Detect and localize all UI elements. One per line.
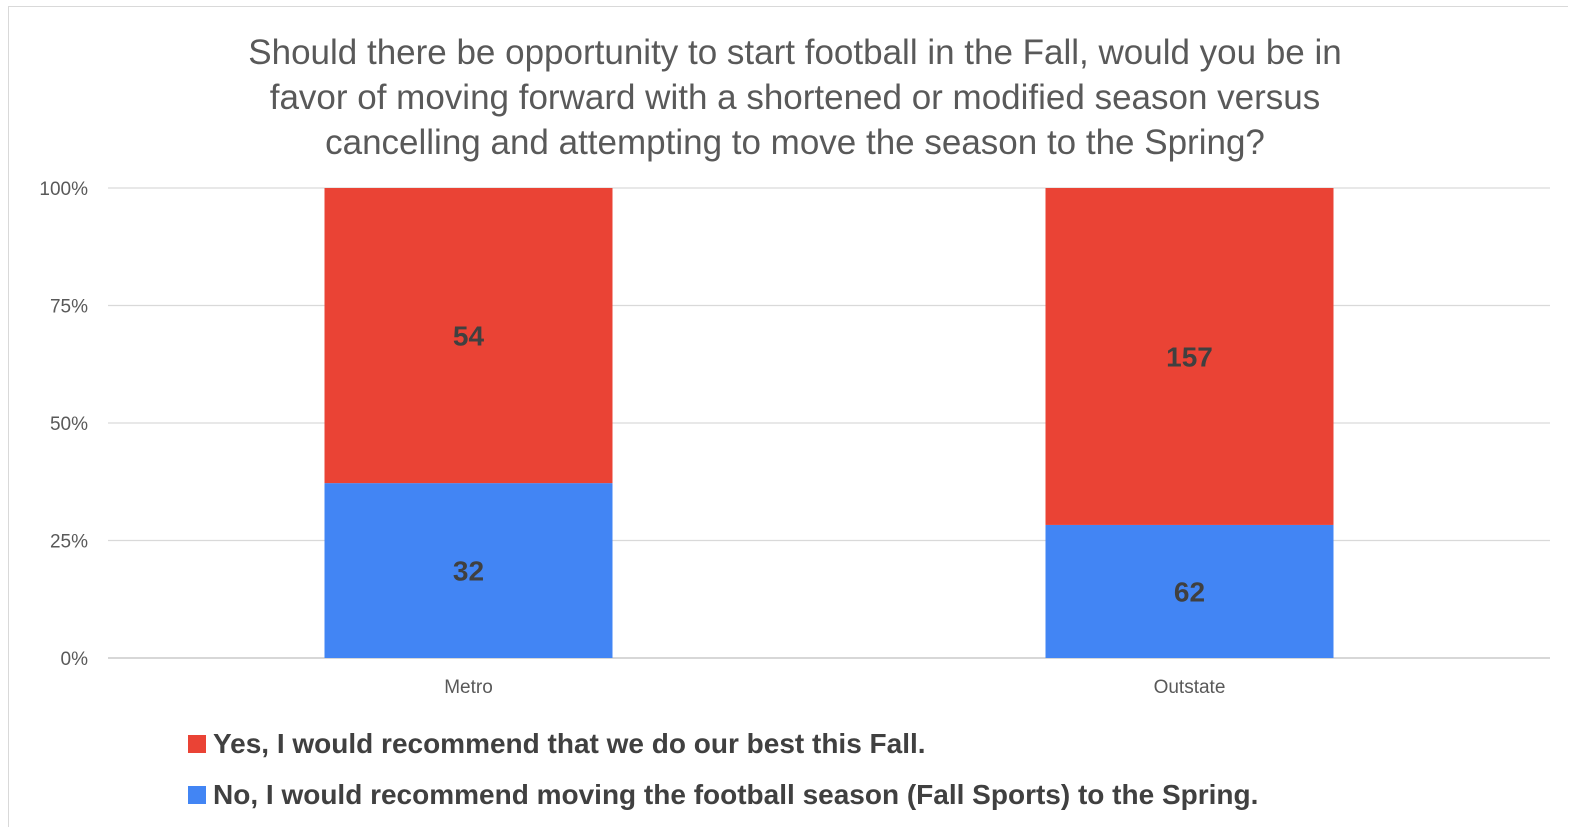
legend-item-yes: Yes, I would recommend that we do our be… — [188, 728, 926, 760]
data-label: 157 — [1166, 341, 1213, 372]
data-label: 32 — [453, 556, 484, 587]
legend-item-no: No, I would recommend moving the footbal… — [188, 779, 1258, 811]
chart-title-line-2: favor of moving forward with a shortened… — [269, 78, 1321, 117]
x-tick-label: Metro — [444, 677, 493, 698]
y-tick-label: 0% — [61, 649, 89, 670]
data-label: 54 — [453, 321, 485, 352]
bar-segment — [324, 483, 613, 658]
x-tick-label: Outstate — [1154, 677, 1226, 698]
legend-swatch-no — [188, 786, 206, 804]
legend-swatch-yes — [188, 735, 206, 753]
chart-title: Should there be opportunity to start foo… — [150, 30, 1440, 165]
y-tick-label: 75% — [50, 297, 88, 318]
chart-frame — [8, 6, 1568, 827]
legend-label-no: No, I would recommend moving the footbal… — [213, 779, 1259, 810]
bar-segment — [1045, 188, 1334, 525]
y-tick-label: 50% — [50, 414, 88, 435]
y-tick-label: 25% — [50, 532, 88, 553]
legend-label-yes: Yes, I would recommend that we do our be… — [213, 728, 926, 759]
bar-segment — [1045, 524, 1334, 658]
stacked-bar-chart: 0% 25% 50% 75% 100% 32 54 Metro 62 157 Outstate — [39, 179, 1550, 698]
chart-title-line-1: Should there be opportunity to start foo… — [248, 33, 1342, 72]
bar-segment — [324, 188, 613, 484]
y-tick-label: 100% — [39, 179, 88, 200]
data-label: 62 — [1174, 576, 1205, 607]
chart-title-line-3: cancelling and attempting to move the se… — [325, 123, 1265, 162]
